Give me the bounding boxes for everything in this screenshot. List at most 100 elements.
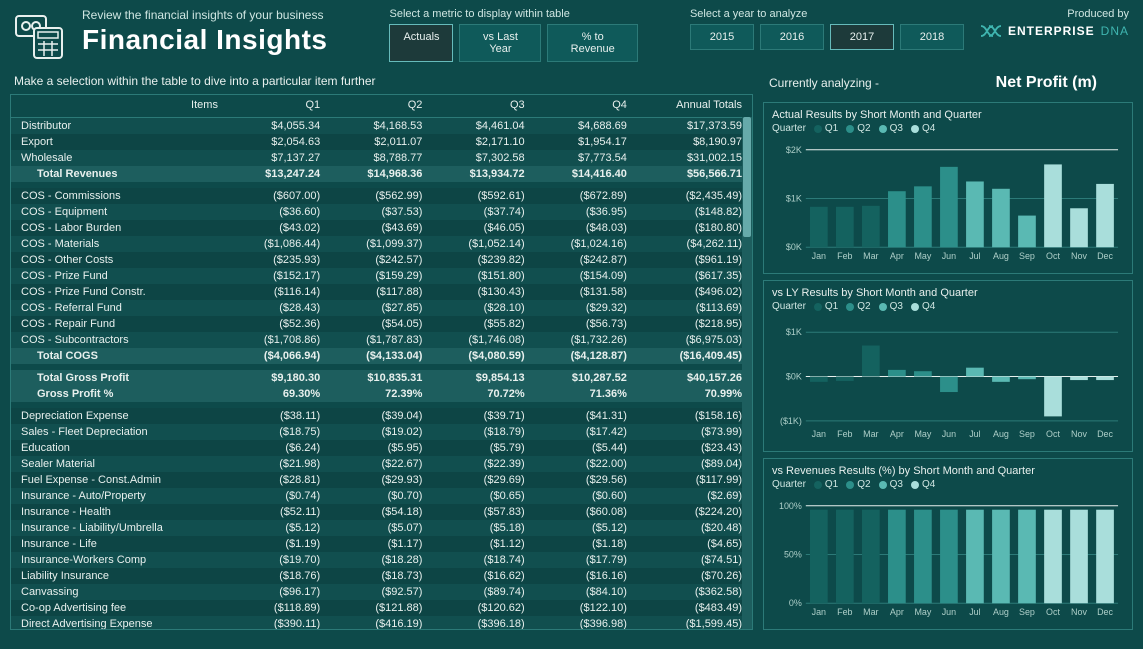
financial-table[interactable]: ItemsQ1Q2Q3Q4Annual Totals Distributor$4… <box>11 95 752 630</box>
table-row[interactable]: COS - Referral Fund($28.43)($27.85)($28.… <box>11 300 752 316</box>
table-row[interactable]: COS - Prize Fund($152.17)($159.29)($151.… <box>11 268 752 284</box>
bar[interactable] <box>862 206 880 247</box>
bar[interactable] <box>914 186 932 247</box>
legend-item-q4[interactable]: Q4 <box>911 301 935 312</box>
year-option-2016[interactable]: 2016 <box>760 24 824 50</box>
table-row[interactable]: COS - Prize Fund Constr.($116.14)($117.8… <box>11 284 752 300</box>
table-row[interactable]: Insurance - Life($1.19)($1.17)($1.12)($1… <box>11 536 752 552</box>
legend-item-q3[interactable]: Q3 <box>879 479 903 490</box>
table-cell[interactable]: COS - Other Costs <box>11 252 228 268</box>
chart-vs-ly-results[interactable]: vs LY Results by Short Month and Quarter… <box>763 280 1133 452</box>
table-cell[interactable]: Insurance - Auto/Property <box>11 488 228 504</box>
bar[interactable] <box>992 377 1010 382</box>
bar[interactable] <box>862 510 880 604</box>
bar[interactable] <box>810 510 828 604</box>
table-row[interactable]: Distributor$4,055.34$4,168.53$4,461.04$4… <box>11 118 752 135</box>
year-option-2018[interactable]: 2018 <box>900 24 964 50</box>
year-option-2017[interactable]: 2017 <box>830 24 894 50</box>
table-row[interactable]: Liability Insurance($18.76)($18.73)($16.… <box>11 568 752 584</box>
table-row[interactable]: Gross Profit %69.30%72.39%70.72%71.36%70… <box>11 386 752 402</box>
table-cell[interactable]: COS - Subcontractors <box>11 332 228 348</box>
bar[interactable] <box>888 510 906 604</box>
table-row[interactable]: COS - Repair Fund($52.36)($54.05)($55.82… <box>11 316 752 332</box>
table-row[interactable]: COS - Labor Burden($43.02)($43.69)($46.0… <box>11 220 752 236</box>
bar[interactable] <box>1018 510 1036 604</box>
bar[interactable] <box>1070 377 1088 381</box>
metric-option-vs-last-year[interactable]: vs Last Year <box>459 24 541 62</box>
chart-actual-results[interactable]: Actual Results by Short Month and Quarte… <box>763 102 1133 274</box>
table-cell[interactable]: COS - Prize Fund <box>11 268 228 284</box>
table-cell[interactable]: Gross Profit % <box>11 386 228 402</box>
table-row[interactable]: Insurance - Liability/Umbrella($5.12)($5… <box>11 520 752 536</box>
table-cell[interactable]: Insurance-Workers Comp <box>11 552 228 568</box>
table-row[interactable]: COS - Equipment($36.60)($37.53)($37.74)(… <box>11 204 752 220</box>
legend-item-q1[interactable]: Q1 <box>814 479 838 490</box>
table-cell[interactable]: Total Revenues <box>11 166 228 182</box>
chart-vs-revenue-results[interactable]: vs Revenues Results (%) by Short Month a… <box>763 458 1133 630</box>
table-cell[interactable]: Canvassing <box>11 584 228 600</box>
table-cell[interactable]: COS - Repair Fund <box>11 316 228 332</box>
table-row[interactable]: Education($6.24)($5.95)($5.79)($5.44)($2… <box>11 440 752 456</box>
bar[interactable] <box>966 368 984 377</box>
table-row[interactable]: Insurance-Workers Comp($19.70)($18.28)($… <box>11 552 752 568</box>
metric-option-actuals[interactable]: Actuals <box>389 24 453 62</box>
legend-item-q3[interactable]: Q3 <box>879 123 903 134</box>
legend-item-q3[interactable]: Q3 <box>879 301 903 312</box>
bar[interactable] <box>914 371 932 376</box>
table-cell[interactable]: Co-op Advertising fee <box>11 600 228 616</box>
table-row[interactable]: Canvassing($96.17)($92.57)($89.74)($84.1… <box>11 584 752 600</box>
bar[interactable] <box>1070 208 1088 247</box>
bar[interactable] <box>888 191 906 247</box>
legend-item-q4[interactable]: Q4 <box>911 479 935 490</box>
table-row[interactable]: COS - Other Costs($235.93)($242.57)($239… <box>11 252 752 268</box>
bar[interactable] <box>992 189 1010 247</box>
bar[interactable] <box>810 377 828 382</box>
table-col-1[interactable]: Q1 <box>228 95 330 118</box>
table-scrollbar[interactable] <box>742 117 752 629</box>
bar[interactable] <box>966 510 984 604</box>
table-row[interactable]: COS - Materials($1,086.44)($1,099.37)($1… <box>11 236 752 252</box>
bar[interactable] <box>862 346 880 377</box>
table-col-3[interactable]: Q3 <box>432 95 534 118</box>
bar[interactable] <box>1044 510 1062 604</box>
table-col-0[interactable]: Items <box>11 95 228 118</box>
table-row[interactable]: Wholesale$7,137.27$8,788.77$7,302.58$7,7… <box>11 150 752 166</box>
table-cell[interactable]: COS - Labor Burden <box>11 220 228 236</box>
table-row[interactable]: COS - Commissions($607.00)($562.99)($592… <box>11 188 752 204</box>
table-cell[interactable]: Direct Advertising Expense <box>11 616 228 630</box>
table-cell[interactable]: COS - Materials <box>11 236 228 252</box>
bar[interactable] <box>836 207 854 247</box>
table-cell[interactable]: Liability Insurance <box>11 568 228 584</box>
bar[interactable] <box>914 510 932 604</box>
table-cell[interactable]: Insurance - Life <box>11 536 228 552</box>
table-row[interactable]: Fuel Expense - Const.Admin($28.81)($29.9… <box>11 472 752 488</box>
table-cell[interactable]: COS - Referral Fund <box>11 300 228 316</box>
table-row[interactable]: Total COGS($4,066.94)($4,133.04)($4,080.… <box>11 348 752 364</box>
bar[interactable] <box>836 510 854 604</box>
bar[interactable] <box>810 207 828 247</box>
table-row[interactable]: Total Revenues$13,247.24$14,968.36$13,93… <box>11 166 752 182</box>
bar[interactable] <box>940 377 958 393</box>
table-row[interactable]: Sealer Material($21.98)($22.67)($22.39)(… <box>11 456 752 472</box>
bar[interactable] <box>1096 184 1114 247</box>
table-row[interactable]: COS - Subcontractors($1,708.86)($1,787.8… <box>11 332 752 348</box>
bar[interactable] <box>1018 377 1036 380</box>
bar[interactable] <box>1096 510 1114 604</box>
table-row[interactable]: Sales - Fleet Depreciation($18.75)($19.0… <box>11 424 752 440</box>
year-option-2015[interactable]: 2015 <box>690 24 754 50</box>
table-cell[interactable]: COS - Prize Fund Constr. <box>11 284 228 300</box>
legend-item-q2[interactable]: Q2 <box>846 301 870 312</box>
table-row[interactable]: Co-op Advertising fee($118.89)($121.88)(… <box>11 600 752 616</box>
bar[interactable] <box>1044 377 1062 417</box>
bar[interactable] <box>940 167 958 247</box>
legend-item-q1[interactable]: Q1 <box>814 123 838 134</box>
table-scrollbar-thumb[interactable] <box>743 117 751 237</box>
bar[interactable] <box>1096 377 1114 381</box>
table-col-2[interactable]: Q2 <box>330 95 432 118</box>
bar[interactable] <box>836 377 854 381</box>
legend-item-q4[interactable]: Q4 <box>911 123 935 134</box>
legend-item-q2[interactable]: Q2 <box>846 123 870 134</box>
bar[interactable] <box>992 510 1010 604</box>
table-cell[interactable]: Insurance - Liability/Umbrella <box>11 520 228 536</box>
table-cell[interactable]: Insurance - Health <box>11 504 228 520</box>
